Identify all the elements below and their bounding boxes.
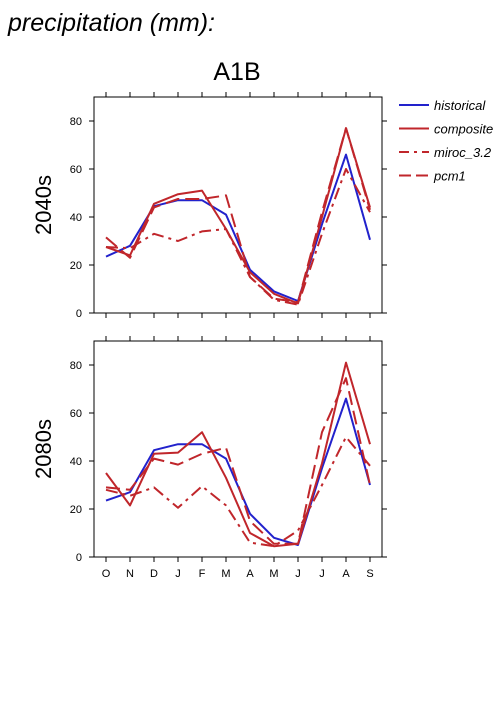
row-label-2080s: 2080s [31, 419, 56, 479]
series-group [105, 361, 371, 548]
series-line-historical [105, 153, 371, 302]
series-group [105, 127, 371, 306]
legend-label-composite: composite [434, 122, 493, 137]
x-tick-label: N [126, 568, 134, 580]
panel-2040s: 2040s 0 20 40 60 80 [31, 92, 387, 320]
y-tick-label: 80 [70, 360, 82, 372]
y-tick-label: 0 [76, 552, 82, 564]
legend-label-historical: historical [434, 98, 486, 113]
series-line-composite [105, 361, 371, 548]
x-tick-label: J [295, 568, 301, 580]
y-tick-label: 20 [70, 260, 82, 272]
series-line-miroc [105, 436, 371, 548]
x-tick-label: A [246, 568, 254, 580]
y-axis: 0 20 40 60 80 [70, 360, 387, 564]
y-tick-label: 0 [76, 308, 82, 320]
y-tick-label: 60 [70, 164, 82, 176]
x-tick-label: S [366, 568, 373, 580]
scenario-title: A1B [213, 58, 260, 86]
series-line-pcm1 [105, 377, 371, 545]
row-label-2040s: 2040s [31, 175, 56, 235]
series-line-pcm1 [105, 127, 371, 304]
x-axis-ticks [105, 92, 371, 318]
y-axis: 0 20 40 60 80 [70, 116, 387, 320]
x-tick-label: M [269, 568, 278, 580]
legend: historical composite miroc_3.2 pcm1 [399, 98, 493, 184]
plot-frame [93, 340, 383, 558]
y-tick-label: 20 [70, 504, 82, 516]
plot-frame [93, 96, 383, 314]
series-line-miroc [105, 168, 371, 306]
y-tick-label: 40 [70, 212, 82, 224]
x-tick-label: J [319, 568, 325, 580]
series-line-historical [105, 397, 371, 546]
x-tick-label: F [199, 568, 206, 580]
legend-label-miroc: miroc_3.2 [434, 145, 492, 160]
x-tick-label: A [342, 568, 350, 580]
page-heading: precipitation (mm): [7, 9, 215, 37]
panel-2080s: 2080s 0 20 40 60 80 O N D J F M A M J J A S [31, 336, 387, 580]
x-tick-label: M [221, 568, 230, 580]
y-tick-label: 60 [70, 408, 82, 420]
x-tick-label: O [102, 568, 111, 580]
y-tick-label: 80 [70, 116, 82, 128]
y-tick-label: 40 [70, 456, 82, 468]
legend-label-pcm1: pcm1 [433, 169, 466, 184]
x-tick-label: D [150, 568, 158, 580]
x-tick-label: J [175, 568, 181, 580]
series-line-composite [105, 127, 371, 305]
